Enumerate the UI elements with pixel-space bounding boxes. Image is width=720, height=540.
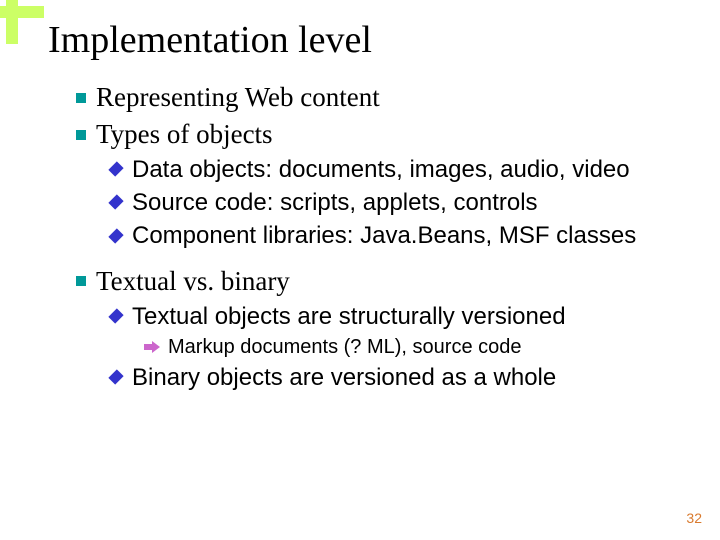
corner-accent: [0, 0, 44, 44]
list-item: Component libraries: Java.Beans, MSF cla…: [110, 220, 672, 251]
item-text: Component libraries: Java.Beans, MSF cla…: [132, 222, 636, 249]
item-text: Textual vs. binary: [96, 266, 290, 296]
diamond-bullet-icon: [108, 369, 123, 384]
item-text: Representing Web content: [96, 82, 380, 112]
diamond-bullet-icon: [108, 308, 123, 323]
list-item: Textual vs. binary Textual objects are s…: [76, 264, 672, 393]
page-number: 32: [686, 510, 702, 526]
item-text: Source code: scripts, applets, controls: [132, 189, 538, 216]
square-bullet-icon: [76, 93, 86, 103]
list-item: Binary objects are versioned as a whole: [110, 362, 672, 393]
item-text: Types of objects: [96, 119, 273, 149]
spacer: [76, 254, 672, 262]
arrow-bullet-icon: [144, 334, 160, 360]
list-item: Types of objects Data objects: documents…: [76, 117, 672, 252]
slide-title: Implementation level: [48, 20, 672, 62]
list-item: Textual objects are structurally version…: [110, 301, 672, 360]
slide: Implementation level Representing Web co…: [0, 0, 720, 540]
square-bullet-icon: [76, 276, 86, 286]
list-item: Markup documents (? ML), source code: [144, 334, 672, 360]
list-item: Representing Web content: [76, 80, 672, 115]
diamond-bullet-icon: [108, 228, 123, 243]
bullet-list-lvl2: Data objects: documents, images, audio, …: [76, 154, 672, 252]
list-item: Data objects: documents, images, audio, …: [110, 154, 672, 185]
item-text: Markup documents (? ML), source code: [168, 336, 522, 358]
item-text: Data objects: documents, images, audio, …: [132, 156, 630, 183]
bullet-list-lvl3: Markup documents (? ML), source code: [110, 334, 672, 360]
diamond-bullet-icon: [108, 162, 123, 177]
bullet-list-lvl2: Textual objects are structurally version…: [76, 301, 672, 393]
bullet-list-lvl1: Representing Web content Types of object…: [48, 80, 672, 393]
item-text: Textual objects are structurally version…: [132, 303, 566, 330]
item-text: Binary objects are versioned as a whole: [132, 364, 556, 391]
list-item: Source code: scripts, applets, controls: [110, 187, 672, 218]
square-bullet-icon: [76, 130, 86, 140]
diamond-bullet-icon: [108, 195, 123, 210]
